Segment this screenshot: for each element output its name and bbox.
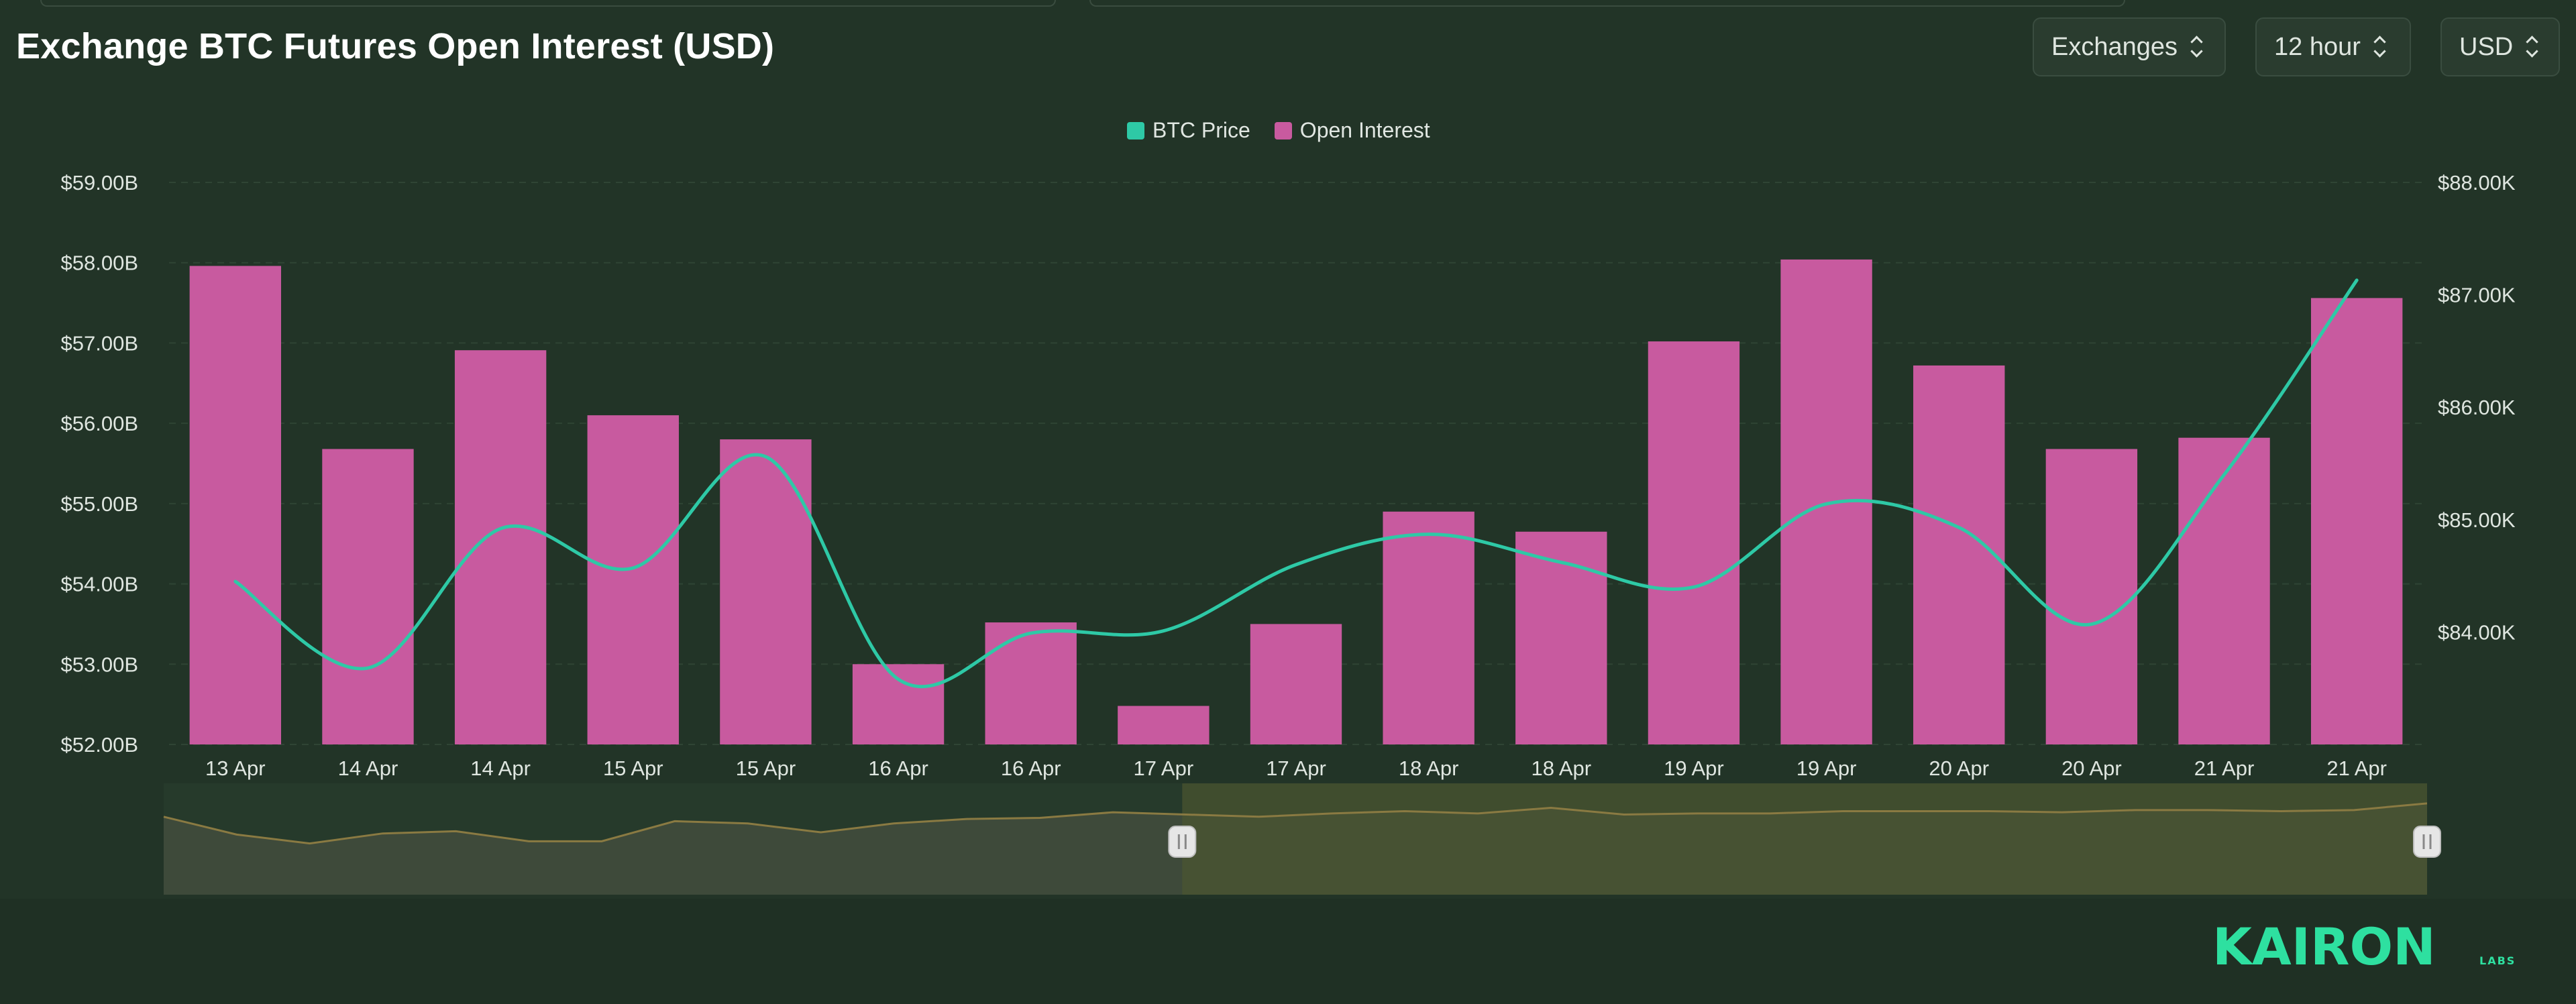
x-tick-label: 15 Apr xyxy=(736,757,796,780)
exchanges-select-label: Exchanges xyxy=(2051,32,2178,61)
y-right-tick-label: $87.00K xyxy=(2438,284,2516,307)
x-tick-label: 14 Apr xyxy=(470,757,531,780)
bar-open-interest xyxy=(1913,365,2005,744)
y-right-tick-label: $86.00K xyxy=(2438,396,2516,419)
bar-open-interest xyxy=(985,622,1077,744)
bar-open-interest xyxy=(1648,341,1740,744)
brand-logo: KAIRON LABS xyxy=(2212,919,2528,972)
y-left-tick-label: $57.00B xyxy=(61,331,139,355)
navigator-handle[interactable] xyxy=(1168,826,1197,858)
x-tick-label: 16 Apr xyxy=(1001,757,1061,780)
svg-text:KAIRON: KAIRON xyxy=(2212,919,2436,972)
y-left-tick-label: $56.00B xyxy=(61,412,139,435)
bar-open-interest xyxy=(1250,624,1342,744)
legend-swatch-btc-price xyxy=(1127,121,1144,140)
y-left-tick-label: $54.00B xyxy=(61,573,139,596)
x-tick-label: 20 Apr xyxy=(2061,757,2122,780)
x-tick-label: 17 Apr xyxy=(1266,757,1326,780)
kairon-logo: KAIRON LABS xyxy=(2212,919,2516,972)
bar-open-interest xyxy=(189,266,282,744)
y-right-tick-label: $88.00K xyxy=(2438,171,2516,194)
bar-open-interest xyxy=(852,664,945,744)
bar-open-interest xyxy=(454,350,547,744)
currency-select[interactable]: USD xyxy=(2440,17,2560,76)
x-tick-label: 21 Apr xyxy=(2326,757,2387,780)
y-left-tick-label: $52.00B xyxy=(61,733,139,757)
bar-open-interest xyxy=(1515,531,1607,744)
x-tick-label: 18 Apr xyxy=(1399,757,1459,780)
exchanges-select[interactable]: Exchanges xyxy=(2033,17,2226,76)
x-tick-label: 19 Apr xyxy=(1796,757,1857,780)
legend-label-btc-price: BTC Price xyxy=(1152,118,1250,142)
bar-open-interest xyxy=(1383,511,1474,744)
y-left-tick-label: $55.00B xyxy=(61,492,139,516)
bar-open-interest xyxy=(2178,437,2270,744)
bar-open-interest xyxy=(720,439,812,744)
x-tick-label: 13 Apr xyxy=(205,757,266,780)
x-tick-label: 18 Apr xyxy=(1531,757,1591,780)
x-tick-label: 15 Apr xyxy=(603,757,663,780)
footer-band xyxy=(0,899,2576,1004)
interval-select-label: 12 hour xyxy=(2274,32,2361,61)
navigator-line xyxy=(163,802,2428,845)
y-left-tick-label: $53.00B xyxy=(61,653,139,676)
navigator-handle[interactable] xyxy=(2413,826,2441,858)
x-tick-label: 17 Apr xyxy=(1134,757,1194,780)
legend-item-btc-price[interactable]: BTC Price xyxy=(1127,118,1250,143)
line-btc-price xyxy=(233,278,2359,689)
y-left-tick-label: $58.00B xyxy=(61,252,139,275)
chart-controls: Exchanges 12 hour USD xyxy=(2033,17,2560,76)
currency-select-label: USD xyxy=(2459,32,2514,61)
x-tick-label: 16 Apr xyxy=(868,757,928,780)
bar-open-interest xyxy=(2310,298,2403,745)
svg-text:LABS: LABS xyxy=(2479,954,2516,967)
bar-open-interest xyxy=(2045,449,2138,744)
interval-select[interactable]: 12 hour xyxy=(2255,17,2411,76)
legend-item-open-interest[interactable]: Open Interest xyxy=(1274,118,1430,143)
bar-open-interest xyxy=(587,415,679,744)
page-title: Exchange BTC Futures Open Interest (USD) xyxy=(16,26,775,66)
bar-open-interest xyxy=(1118,706,1210,744)
x-tick-label: 20 Apr xyxy=(1929,757,1989,780)
legend-label-open-interest: Open Interest xyxy=(1299,118,1430,142)
navigator-selection xyxy=(1182,783,2427,895)
bar-open-interest xyxy=(322,449,414,744)
y-left-tick-label: $59.00B xyxy=(61,171,139,194)
x-tick-label: 21 Apr xyxy=(2194,757,2255,780)
y-right-tick-label: $84.00K xyxy=(2438,620,2516,644)
chart-legend: BTC Price Open Interest xyxy=(1127,118,1430,143)
legend-swatch-open-interest xyxy=(1274,121,1292,140)
x-tick-label: 14 Apr xyxy=(338,757,398,780)
x-tick-label: 19 Apr xyxy=(1664,757,1724,780)
y-right-tick-label: $85.00K xyxy=(2438,508,2516,532)
